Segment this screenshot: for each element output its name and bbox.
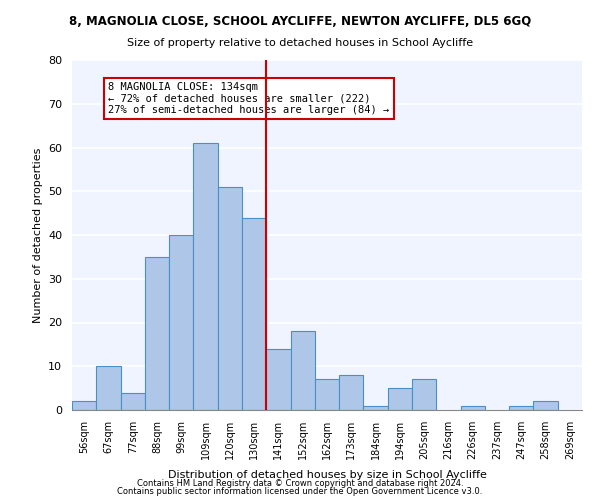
Bar <box>509 406 533 410</box>
Bar <box>315 380 339 410</box>
Bar <box>388 388 412 410</box>
Bar <box>339 375 364 410</box>
Text: Contains public sector information licensed under the Open Government Licence v3: Contains public sector information licen… <box>118 487 482 496</box>
Bar <box>242 218 266 410</box>
Bar <box>364 406 388 410</box>
Bar <box>266 349 290 410</box>
Bar <box>96 366 121 410</box>
Bar <box>412 380 436 410</box>
Bar <box>72 401 96 410</box>
Bar <box>533 401 558 410</box>
Text: Size of property relative to detached houses in School Aycliffe: Size of property relative to detached ho… <box>127 38 473 48</box>
Bar <box>218 187 242 410</box>
X-axis label: Distribution of detached houses by size in School Aycliffe: Distribution of detached houses by size … <box>167 470 487 480</box>
Bar <box>121 392 145 410</box>
Text: 8 MAGNOLIA CLOSE: 134sqm
← 72% of detached houses are smaller (222)
27% of semi-: 8 MAGNOLIA CLOSE: 134sqm ← 72% of detach… <box>109 82 389 115</box>
Text: Contains HM Land Registry data © Crown copyright and database right 2024.: Contains HM Land Registry data © Crown c… <box>137 478 463 488</box>
Bar <box>461 406 485 410</box>
Bar <box>145 257 169 410</box>
Text: 8, MAGNOLIA CLOSE, SCHOOL AYCLIFFE, NEWTON AYCLIFFE, DL5 6GQ: 8, MAGNOLIA CLOSE, SCHOOL AYCLIFFE, NEWT… <box>69 15 531 28</box>
Y-axis label: Number of detached properties: Number of detached properties <box>32 148 43 322</box>
Bar <box>193 143 218 410</box>
Bar <box>169 235 193 410</box>
Bar <box>290 331 315 410</box>
